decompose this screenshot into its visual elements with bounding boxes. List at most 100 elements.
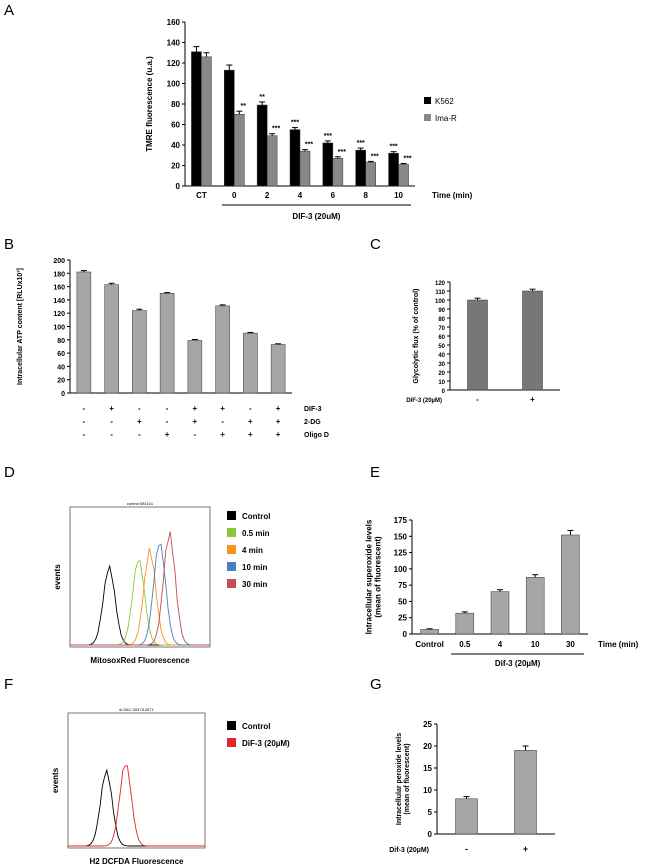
chart-f-plot-frame: [67, 712, 206, 849]
chart-f-legend-swatch: [227, 721, 236, 730]
chart-g-y-tick-label: 0: [428, 830, 433, 839]
chart-b-y-tick-label: 20: [57, 378, 65, 385]
chart-e-bar: [561, 534, 580, 635]
chart-a-bar: [234, 114, 245, 187]
chart-c-y-tick-label: 50: [438, 344, 445, 350]
chart-a-bar: [332, 158, 344, 187]
chart-b-bar: [243, 332, 258, 394]
chart-a-significance: ***: [403, 155, 411, 162]
chart-b-condition-sign: -: [221, 417, 224, 426]
chart-e-x-tick-label: 4: [498, 640, 503, 649]
chart-e-superoxide: 0 25 50 75 100 125 150 175 Intracellular superox…: [365, 516, 639, 668]
chart-a-x-tick-label: 6: [331, 191, 336, 200]
panel-label-e: E: [370, 464, 381, 481]
chart-c-y-tick-label: 120: [435, 281, 446, 287]
chart-c-x-tick-label: +: [530, 395, 535, 404]
chart-e-bar: [420, 629, 439, 635]
chart-a-significance: ***: [272, 126, 280, 133]
chart-e-bar: [455, 612, 475, 635]
chart-d-legend-swatch: [227, 528, 236, 537]
chart-b-bar: [159, 293, 175, 394]
chart-b-condition-sign: -: [110, 430, 113, 439]
chart-b-condition-sign: +: [193, 404, 198, 413]
chart-a-bar: [322, 142, 334, 187]
chart-b-y-tick-label: 160: [53, 285, 65, 292]
chart-e-y-tick-label: 150: [394, 532, 408, 541]
chart-d-legend-label: 30 min: [242, 580, 267, 589]
chart-a-bar: [224, 69, 235, 187]
chart-b-condition-sign: +: [248, 417, 253, 426]
chart-b-condition-sign: -: [166, 404, 169, 413]
chart-b-y-tick-label: 40: [57, 364, 65, 371]
chart-a-legend-swatch: [424, 114, 431, 121]
chart-b-bar: [270, 344, 286, 394]
chart-b-y-label: Intracellular ATP content [RLUx10³]: [17, 268, 24, 385]
chart-e-x-tick-label: Control: [415, 640, 443, 649]
chart-b-condition-sign: +: [137, 417, 142, 426]
chart-a-significance: ***: [357, 140, 365, 147]
chart-a-bar: [398, 164, 409, 187]
chart-f-legend-label: DiF-3 (20µM): [242, 739, 290, 748]
chart-a-x-tick-label: 8: [363, 191, 368, 200]
chart-a-bar: [201, 56, 212, 187]
chart-b-condition-sign: -: [83, 417, 86, 426]
chart-b-y-tick-label: 140: [53, 298, 65, 305]
chart-b-atp: 0 20 40 60 80 100 120 140 160 180 200 Intracellular…: [17, 258, 329, 439]
chart-b-bar: [76, 271, 92, 394]
chart-a-significance: **: [259, 94, 265, 101]
chart-e-bar: [490, 591, 510, 635]
chart-d-mitosox-histogram: control 081101 events MitosoxRed Fluoresce…: [53, 501, 270, 665]
chart-e-treatment-label: Dif-3 (20µM): [495, 659, 541, 668]
chart-e-x-tick-label: 30: [566, 640, 575, 649]
chart-d-legend-swatch: [227, 511, 236, 520]
chart-b-condition-sign: +: [220, 430, 225, 439]
chart-g-bar: [514, 750, 537, 835]
chart-c-y-tick-label: 20: [438, 371, 445, 377]
chart-b-condition-sign: +: [276, 430, 281, 439]
chart-a-significance: ***: [291, 120, 299, 127]
chart-b-condition-sign: -: [138, 430, 141, 439]
chart-a-significance: ***: [389, 144, 397, 151]
chart-e-y-tick-label: 100: [394, 565, 408, 574]
chart-g-y-tick-label: 20: [423, 742, 432, 751]
chart-d-legend-swatch: [227, 545, 236, 554]
chart-g-y-label: Intracellular peroxide levels(mean of fl…: [396, 733, 411, 825]
chart-b-condition-sign: -: [83, 430, 86, 439]
chart-b-condition-sign: -: [194, 430, 197, 439]
panel-label-b: B: [4, 236, 15, 253]
chart-a-x-tick-label: 2: [265, 191, 270, 200]
chart-f-y-label: events: [51, 767, 60, 793]
chart-c-y-tick-label: 40: [438, 353, 445, 359]
chart-a-bar: [191, 51, 202, 187]
chart-c-y-tick-label: 100: [435, 299, 446, 305]
chart-b-y-tick-label: 120: [53, 311, 65, 318]
chart-c-bar: [467, 299, 488, 391]
chart-g-bar: [455, 798, 478, 835]
chart-e-x-tick-label: 10: [531, 640, 540, 649]
chart-g-peroxide: 0 5 10 15 20 25 Intracellular peroxide levels(…: [389, 720, 555, 854]
chart-a-y-tick-label: 40: [171, 141, 180, 150]
chart-a-y-tick-label: 100: [167, 80, 181, 89]
chart-c-x-tick-label: -: [476, 395, 479, 404]
chart-a-y-tick-label: 20: [171, 162, 180, 171]
chart-c-y-tick-label: 80: [438, 317, 445, 323]
chart-a-bar: [266, 135, 278, 187]
chart-f-x-label: H2 DCFDA Fluorescence: [90, 857, 185, 865]
chart-e-y-label: Intracellular superoxide levels(mean of …: [365, 519, 383, 634]
chart-e-y-tick-label: 25: [398, 614, 407, 623]
chart-b-condition-sign: +: [165, 430, 170, 439]
chart-c-bar: [522, 290, 543, 391]
chart-a-bar: [289, 129, 301, 187]
chart-a-significance: ***: [324, 133, 332, 140]
chart-c-y-tick-label: 70: [438, 326, 445, 332]
chart-e-y-tick-label: 75: [398, 581, 407, 590]
chart-f-histogram-curve: [68, 765, 205, 847]
chart-a-bar: [365, 162, 376, 187]
chart-b-condition-label: DIF-3: [304, 406, 322, 413]
chart-a-x-tick-label: 4: [298, 191, 303, 200]
chart-b-y-tick-label: 0: [61, 391, 65, 398]
panel-label-d: D: [4, 464, 15, 481]
chart-c-y-tick-label: 0: [442, 389, 446, 395]
chart-g-y-tick-label: 15: [423, 764, 432, 773]
